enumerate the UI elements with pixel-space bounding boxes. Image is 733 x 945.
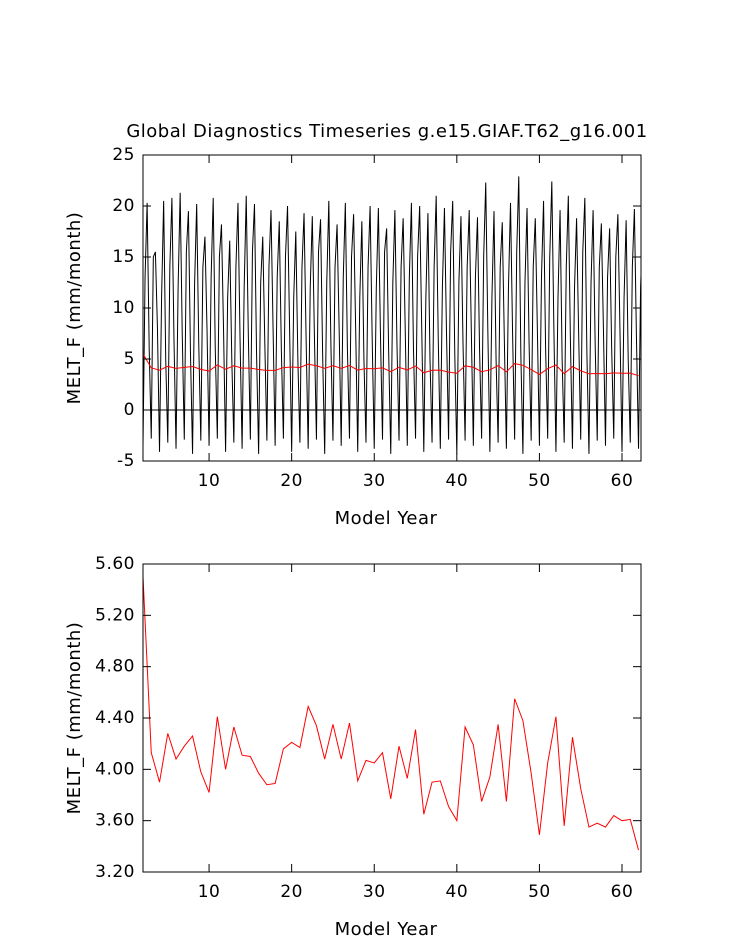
x-tick-label: 50 [528, 882, 551, 902]
x-tick-label: 10 [198, 882, 221, 902]
x-tick-label: 60 [611, 882, 634, 902]
x-tick-label: 50 [528, 471, 551, 491]
y-tick-label: 4.80 [95, 657, 135, 677]
y-tick-label: 5.20 [95, 605, 135, 625]
x-tick-label: 40 [446, 882, 469, 902]
x-tick-label: 10 [198, 471, 221, 491]
y-axis-label: MELT_F (mm/month) [64, 622, 85, 815]
y-tick-label: 5.60 [95, 554, 135, 574]
y-tick-label: 25 [112, 145, 135, 165]
x-tick-label: 20 [280, 882, 303, 902]
chart-title: Global Diagnostics Timeseries g.e15.GIAF… [126, 121, 647, 142]
x-axis-label: Model Year [335, 919, 438, 940]
series-line [143, 353, 639, 377]
x-tick-label: 40 [446, 471, 469, 491]
x-tick-label: 60 [611, 471, 634, 491]
x-tick-label: 30 [363, 471, 386, 491]
y-tick-label: 20 [112, 196, 135, 216]
y-tick-label: 0 [124, 400, 135, 420]
y-tick-label: -5 [117, 451, 135, 471]
y-tick-label: 3.20 [95, 862, 135, 882]
y-tick-label: 10 [112, 298, 135, 318]
y-tick-label: 4.40 [95, 708, 135, 728]
series-line [143, 176, 641, 454]
y-tick-label: 5 [124, 349, 135, 369]
y-axis-label: MELT_F (mm/month) [64, 212, 85, 405]
x-tick-label: 20 [280, 471, 303, 491]
series-line [143, 576, 640, 851]
x-axis-label: Model Year [335, 508, 438, 529]
x-tick-label: 30 [363, 882, 386, 902]
y-tick-label: 4.00 [95, 759, 135, 779]
y-tick-label: 3.60 [95, 811, 135, 831]
y-tick-label: 15 [112, 247, 135, 267]
